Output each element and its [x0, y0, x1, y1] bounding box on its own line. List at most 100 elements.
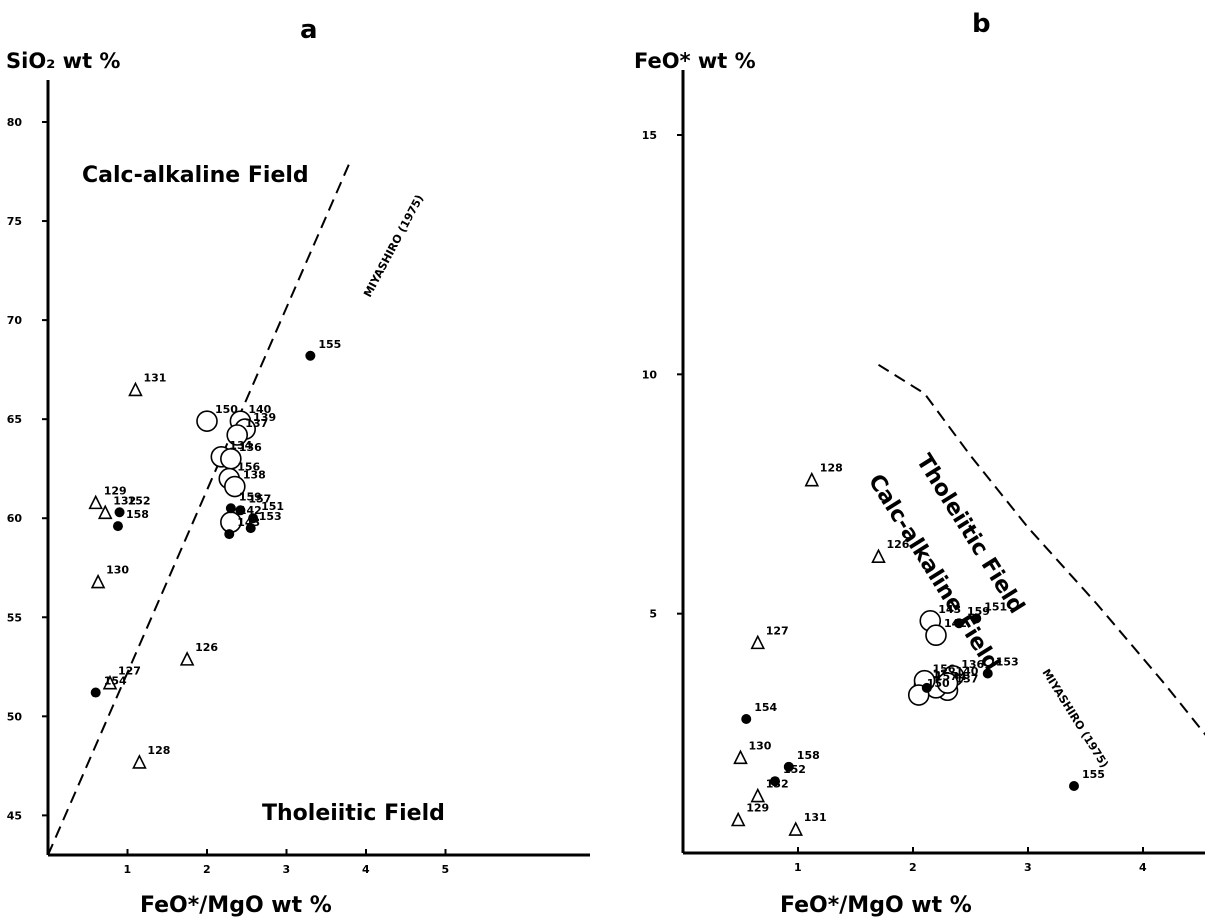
- panel-a-point-filled-circle: [224, 529, 235, 540]
- panel-a-point-triangle: [179, 651, 195, 666]
- panel-b-point-label: 129: [746, 801, 769, 814]
- panel-a-point-label: 155: [318, 338, 341, 351]
- panel-a-point-label: 158: [126, 508, 149, 521]
- panel-b-miyashiro-line-label: MIYASHIRO (1975): [1039, 667, 1110, 771]
- panel-b-point-triangle: [733, 749, 748, 765]
- panel-a-x-tick-label: 1: [124, 863, 132, 876]
- panel-a-x-tick-label: 4: [362, 863, 370, 876]
- panel-a-point-filled-circle: [235, 505, 246, 516]
- panel-a-point-filled-circle: [245, 523, 256, 534]
- panel-a-x-tick-label: 3: [283, 863, 291, 876]
- panel-a-y-tick-label: 60: [7, 512, 23, 525]
- panel-b-point-triangle: [750, 787, 766, 803]
- panel-b-point-label: 136: [961, 658, 984, 671]
- panel-b-point-label: 150: [927, 677, 950, 690]
- panel-b-point-label: 151: [984, 600, 1007, 613]
- panel-b-point-filled-circle: [783, 761, 794, 772]
- panel-a-point-label: 156: [237, 461, 260, 474]
- panel-b-y-tick-label: 5: [649, 608, 657, 621]
- panel-a-point-label: 127: [118, 665, 141, 678]
- panel-a-point-triangle: [132, 754, 147, 769]
- panel-b-point-filled-circle: [770, 776, 780, 787]
- panel-b-point-filled-circle: [1069, 780, 1079, 791]
- panel-a-point-label: 134: [229, 439, 252, 452]
- panel-a-point-label: 152: [128, 494, 151, 507]
- panel-a-point-label: 126: [195, 641, 218, 654]
- panel-a-letter: a: [300, 15, 318, 45]
- panel-a-point-label: 142: [239, 504, 262, 517]
- panel-a-point-label: 128: [147, 744, 170, 757]
- panel-a-x-axis-label: FeO*/MgO wt %: [140, 893, 332, 918]
- panel-a-point-filled-circle: [90, 687, 101, 698]
- panel-b-point-triangle: [750, 634, 766, 650]
- panel-b-point-label: 130: [749, 739, 772, 752]
- panel-a-x-tick-label: 5: [442, 863, 450, 876]
- panel-b-point-label: 153: [996, 656, 1019, 669]
- panel-a-x-tick-label: 2: [203, 863, 211, 876]
- panel-b-point-label: 128: [820, 462, 843, 475]
- panel-a-point-label: 137: [245, 417, 268, 430]
- panel-a-y-tick-label: 50: [7, 710, 23, 723]
- panel-b-point-label: 126: [887, 538, 910, 551]
- panel-b-point-triangle: [730, 811, 746, 827]
- panel-a-point-triangle: [128, 381, 143, 397]
- panel-a-point-open-circle: [196, 410, 218, 432]
- panel-a-miyashiro-line: [47, 161, 352, 856]
- panel-a-y-axis-label: SiO₂ wt %: [6, 49, 120, 73]
- panel-a-calc-alkaline-label: Calc-alkaline Field: [82, 163, 309, 188]
- panel-b-point-triangle: [871, 548, 886, 564]
- panel-b-y-axis-label: FeO* wt %: [634, 49, 756, 73]
- panel-b-point-open-circle: [936, 672, 959, 694]
- panel-b-point-label: 157: [935, 670, 958, 683]
- panel-b-point-label: 137: [956, 672, 979, 685]
- panel-b-point-label: 154: [754, 701, 777, 714]
- panel-a-y-tick-label: 75: [7, 215, 22, 228]
- panel-a-point-label: 136: [239, 441, 262, 454]
- panel-b-x-tick-label: 1: [794, 861, 802, 874]
- panel-a-point-open-circle: [224, 475, 246, 498]
- panel-a-point-label: 151: [261, 500, 284, 513]
- panel-a-point-label: 131: [143, 371, 166, 384]
- panel-b-x-axis-label: FeO*/MgO wt %: [780, 893, 972, 918]
- panel-a-point-label: 132: [113, 494, 136, 507]
- panel-a-point-triangle: [88, 494, 103, 510]
- panel-a-point-triangle: [90, 573, 106, 589]
- panel-b-point-triangle: [804, 471, 820, 487]
- panel-a-point-label: 140: [248, 403, 271, 416]
- panel-a-point-filled-circle: [225, 503, 236, 514]
- panel-a-miyashiro-line-label: MIYASHIRO (1975): [361, 193, 426, 300]
- panel-a-point-label: 157: [248, 492, 271, 505]
- panel-b-point-filled-circle: [741, 713, 752, 724]
- panel-b-x-tick-label: 4: [1139, 861, 1147, 874]
- panel-a-y-tick-label: 80: [7, 116, 23, 129]
- panel-b-x-tick-label: 3: [1024, 861, 1032, 874]
- panel-b-point-label: 143: [938, 603, 961, 616]
- panel-b-letter: b: [972, 9, 991, 39]
- panel-a-y-tick-label: 55: [7, 611, 22, 624]
- panel-a-point-label: 130: [106, 564, 129, 577]
- panel-b-tholeiitic-label: Tholeiitic Field: [911, 450, 1029, 618]
- panel-b-point-label: 152: [783, 763, 806, 776]
- panel-b-x-tick-label: 2: [909, 861, 917, 874]
- panel-b-point-filled-circle: [971, 613, 982, 624]
- panel-b-miyashiro-line: [877, 363, 1205, 736]
- panel-b-y-tick-label: 10: [642, 368, 658, 381]
- panel-b-point-label: 155: [1082, 768, 1105, 781]
- panel-b-point-label: 127: [766, 624, 789, 637]
- panel-a-point-triangle: [97, 504, 113, 520]
- panel-a-point-label: 150: [215, 403, 238, 416]
- panel-b-point-label: 131: [804, 811, 827, 824]
- panel-b-y-tick-label: 15: [642, 129, 657, 142]
- panel-a-point-label: 129: [104, 484, 127, 497]
- panel-b-point-filled-circle: [921, 682, 932, 693]
- panel-a-point-filled-circle: [114, 507, 125, 518]
- panel-a-point-triangle: [102, 674, 118, 690]
- panel-b-point-filled-circle: [954, 618, 964, 629]
- panel-b-point-triangle: [788, 821, 803, 836]
- panel-b-point-filled-circle: [982, 668, 993, 679]
- panel-a-point-label: 154: [104, 675, 127, 688]
- panel-a-y-tick-label: 45: [7, 809, 22, 822]
- panel-a-point-label: 153: [259, 510, 282, 523]
- panel-b-point-open-circle: [925, 624, 947, 647]
